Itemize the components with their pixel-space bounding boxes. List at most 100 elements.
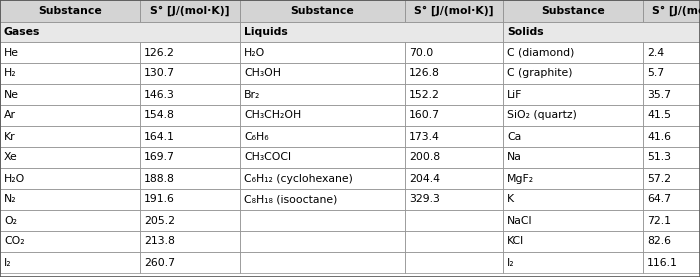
- Text: C₈H₁₈ (isooctane): C₈H₁₈ (isooctane): [244, 194, 337, 204]
- Bar: [140, 42, 240, 63]
- Bar: [503, 147, 643, 168]
- Text: 204.4: 204.4: [409, 173, 440, 183]
- Text: 116.1: 116.1: [647, 258, 678, 268]
- Text: 70.0: 70.0: [409, 47, 433, 58]
- Text: 64.7: 64.7: [647, 194, 671, 204]
- Bar: [0, 105, 140, 126]
- Text: 146.3: 146.3: [144, 89, 175, 99]
- Bar: [405, 105, 503, 126]
- Bar: [0, 147, 140, 168]
- Text: Ar: Ar: [4, 111, 16, 120]
- Text: C₆H₁₂ (cyclohexane): C₆H₁₂ (cyclohexane): [244, 173, 353, 183]
- Text: 41.6: 41.6: [647, 132, 671, 142]
- Text: 82.6: 82.6: [647, 237, 671, 247]
- Bar: [503, 22, 700, 42]
- Text: Ne: Ne: [4, 89, 19, 99]
- Bar: [0, 22, 240, 42]
- Text: K: K: [507, 194, 514, 204]
- Bar: [503, 63, 643, 84]
- Text: H₂: H₂: [4, 68, 17, 78]
- Text: 154.8: 154.8: [144, 111, 175, 120]
- Bar: [643, 42, 700, 63]
- Bar: [140, 189, 240, 210]
- Bar: [643, 147, 700, 168]
- Text: 72.1: 72.1: [647, 216, 671, 225]
- Bar: [240, 105, 405, 126]
- Bar: [503, 0, 643, 22]
- Bar: [140, 0, 240, 22]
- Bar: [643, 252, 700, 273]
- Text: 191.6: 191.6: [144, 194, 175, 204]
- Bar: [643, 0, 700, 22]
- Bar: [0, 0, 140, 22]
- Bar: [405, 210, 503, 231]
- Bar: [140, 252, 240, 273]
- Bar: [0, 84, 140, 105]
- Text: Br₂: Br₂: [244, 89, 260, 99]
- Bar: [643, 126, 700, 147]
- Text: O₂: O₂: [4, 216, 17, 225]
- Bar: [503, 126, 643, 147]
- Bar: [240, 0, 405, 22]
- Bar: [405, 168, 503, 189]
- Bar: [503, 189, 643, 210]
- Text: 35.7: 35.7: [647, 89, 671, 99]
- Bar: [140, 126, 240, 147]
- Bar: [405, 63, 503, 84]
- Text: N₂: N₂: [4, 194, 17, 204]
- Text: I₂: I₂: [4, 258, 12, 268]
- Text: 126.8: 126.8: [409, 68, 440, 78]
- Bar: [643, 210, 700, 231]
- Text: C (diamond): C (diamond): [507, 47, 575, 58]
- Text: I₂: I₂: [507, 258, 514, 268]
- Text: CH₃OH: CH₃OH: [244, 68, 281, 78]
- Bar: [140, 63, 240, 84]
- Bar: [503, 105, 643, 126]
- Text: SiO₂ (quartz): SiO₂ (quartz): [507, 111, 577, 120]
- Bar: [0, 231, 140, 252]
- Bar: [503, 84, 643, 105]
- Text: 41.5: 41.5: [647, 111, 671, 120]
- Bar: [643, 105, 700, 126]
- Text: CO₂: CO₂: [4, 237, 25, 247]
- Bar: [405, 126, 503, 147]
- Text: 260.7: 260.7: [144, 258, 175, 268]
- Text: KCl: KCl: [507, 237, 524, 247]
- Text: Ca: Ca: [507, 132, 522, 142]
- Bar: [643, 189, 700, 210]
- Text: H₂O: H₂O: [4, 173, 25, 183]
- Bar: [643, 168, 700, 189]
- Text: 164.1: 164.1: [144, 132, 175, 142]
- Text: S° [J/(mol·K)]: S° [J/(mol·K)]: [652, 6, 700, 16]
- Text: Substance: Substance: [290, 6, 354, 16]
- Bar: [503, 231, 643, 252]
- Text: 200.8: 200.8: [409, 153, 440, 163]
- Text: CH₃COCl: CH₃COCl: [244, 153, 291, 163]
- Text: CH₃CH₂OH: CH₃CH₂OH: [244, 111, 301, 120]
- Text: Substance: Substance: [541, 6, 605, 16]
- Bar: [503, 42, 643, 63]
- Bar: [240, 42, 405, 63]
- Text: MgF₂: MgF₂: [507, 173, 534, 183]
- Bar: [0, 63, 140, 84]
- Bar: [0, 210, 140, 231]
- Text: S° [J/(mol·K)]: S° [J/(mol·K)]: [414, 6, 494, 16]
- Bar: [240, 147, 405, 168]
- Bar: [503, 252, 643, 273]
- Text: Na: Na: [507, 153, 522, 163]
- Bar: [0, 168, 140, 189]
- Text: 188.8: 188.8: [144, 173, 175, 183]
- Bar: [240, 189, 405, 210]
- Bar: [0, 189, 140, 210]
- Bar: [643, 231, 700, 252]
- Text: He: He: [4, 47, 19, 58]
- Bar: [0, 126, 140, 147]
- Bar: [643, 63, 700, 84]
- Text: Substance: Substance: [38, 6, 102, 16]
- Bar: [503, 210, 643, 231]
- Bar: [405, 84, 503, 105]
- Text: 173.4: 173.4: [409, 132, 440, 142]
- Text: 130.7: 130.7: [144, 68, 175, 78]
- Text: Xe: Xe: [4, 153, 18, 163]
- Bar: [240, 168, 405, 189]
